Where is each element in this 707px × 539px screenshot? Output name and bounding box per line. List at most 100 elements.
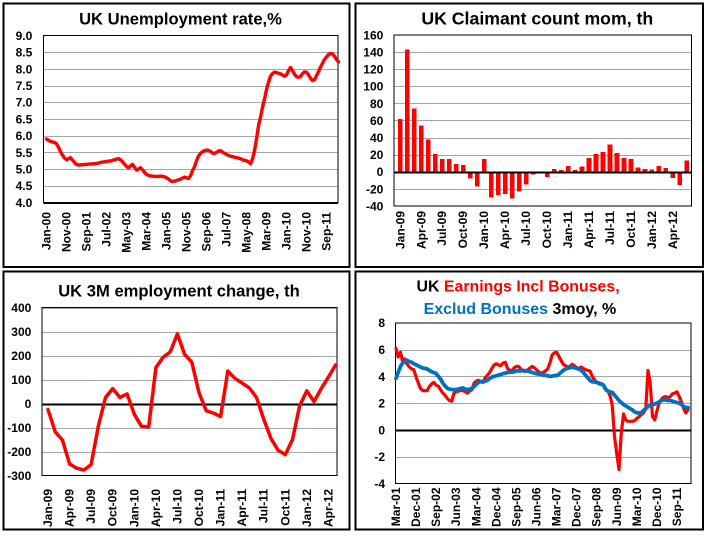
svg-text:20: 20 [370,148,384,162]
svg-text:Jul-11: Jul-11 [603,211,617,245]
svg-text:7.0: 7.0 [16,96,33,110]
svg-text:Oct-11: Oct-11 [624,211,638,248]
svg-text:Mar-04: Mar-04 [140,212,154,251]
svg-text:Oct-09: Oct-09 [106,489,120,527]
svg-text:-200: -200 [7,445,31,459]
svg-text:Nov-00: Nov-00 [60,212,74,252]
svg-text:Jul-10: Jul-10 [519,211,533,246]
svg-text:80: 80 [370,97,384,111]
svg-text:Jan-12: Jan-12 [300,489,314,527]
svg-text:120: 120 [363,63,383,77]
svg-text:UK Claimant count mom, th: UK Claimant count mom, th [421,9,653,29]
svg-text:9.0: 9.0 [16,29,33,43]
svg-text:Mar-10: Mar-10 [630,487,644,526]
svg-text:Apr-12: Apr-12 [321,489,335,527]
svg-text:Oct-10: Oct-10 [540,211,554,249]
svg-text:6.0: 6.0 [16,129,33,143]
svg-text:8.5: 8.5 [16,46,33,60]
svg-text:0: 0 [25,397,32,411]
svg-text:Oct-10: Oct-10 [192,489,206,527]
svg-text:Jul-07: Jul-07 [220,212,234,247]
svg-text:Dec-01: Dec-01 [409,487,423,527]
svg-text:Jul-09: Jul-09 [84,489,98,524]
svg-text:May-03: May-03 [120,212,134,253]
svg-text:Sep-08: Sep-08 [590,487,604,527]
svg-text:Exclud Bonuses 3moy, %: Exclud Bonuses 3moy, % [424,301,617,318]
svg-text:Jan-10: Jan-10 [477,211,491,249]
svg-text:Jun-09: Jun-09 [610,487,624,526]
svg-text:May-08: May-08 [240,212,254,253]
svg-text:Sep-11: Sep-11 [670,487,684,526]
svg-text:0: 0 [378,423,385,437]
svg-text:300: 300 [11,325,31,339]
svg-text:Apr-10: Apr-10 [149,489,163,527]
svg-text:Sep-02: Sep-02 [429,487,443,527]
svg-text:UK Earnings Incl Bonuses,: UK Earnings Incl Bonuses, [417,279,620,296]
svg-text:4: 4 [378,370,385,384]
svg-text:400: 400 [11,301,31,315]
svg-text:Jul-09: Jul-09 [435,211,449,246]
svg-text:6: 6 [378,343,385,357]
svg-text:Dec-04: Dec-04 [489,487,503,527]
svg-text:-20: -20 [366,182,384,196]
svg-text:4.5: 4.5 [16,179,33,193]
svg-text:2: 2 [378,397,385,411]
svg-text:Jan-12: Jan-12 [645,211,659,249]
svg-text:Nov-10: Nov-10 [300,212,314,252]
svg-text:5.5: 5.5 [16,146,33,160]
svg-text:Apr-11: Apr-11 [582,211,596,249]
svg-text:40: 40 [370,131,384,145]
svg-text:Jan-09: Jan-09 [41,489,55,527]
svg-text:Jun-03: Jun-03 [449,487,463,526]
svg-text:Sep-01: Sep-01 [80,212,94,252]
svg-text:Jan-11: Jan-11 [214,489,228,527]
svg-text:60: 60 [370,114,384,128]
svg-text:-100: -100 [7,421,31,435]
svg-text:Jan-09: Jan-09 [393,211,407,249]
svg-text:100: 100 [11,373,31,387]
svg-text:4.0: 4.0 [16,196,33,210]
svg-text:160: 160 [363,28,383,42]
svg-text:Sep-05: Sep-05 [509,487,523,527]
svg-text:Jun-06: Jun-06 [530,487,544,526]
svg-text:8.0: 8.0 [16,62,33,76]
svg-text:200: 200 [11,349,31,363]
svg-text:Jul-11: Jul-11 [257,489,271,523]
svg-text:-2: -2 [374,450,385,464]
svg-text:Jan-00: Jan-00 [40,212,54,250]
svg-text:Oct-09: Oct-09 [456,211,470,249]
svg-text:-4: -4 [374,477,385,491]
svg-text:Mar-07: Mar-07 [550,487,564,526]
svg-text:Nov-05: Nov-05 [180,212,194,252]
svg-text:Jan-05: Jan-05 [160,212,174,250]
svg-text:5.0: 5.0 [16,163,33,177]
svg-text:Oct-11: Oct-11 [278,489,292,526]
svg-text:-300: -300 [7,469,31,483]
svg-text:6.5: 6.5 [16,112,33,126]
svg-text:7.5: 7.5 [16,79,33,93]
svg-text:0: 0 [377,165,384,179]
svg-text:100: 100 [363,80,383,94]
svg-text:Apr-10: Apr-10 [498,211,512,249]
svg-text:Jul-02: Jul-02 [100,212,114,247]
svg-text:Dec-10: Dec-10 [650,487,664,527]
svg-text:Sep-06: Sep-06 [200,212,214,252]
svg-text:Apr-11: Apr-11 [235,489,249,527]
svg-text:Mar-04: Mar-04 [469,487,483,526]
svg-text:-40: -40 [366,199,384,213]
svg-text:Apr-09: Apr-09 [63,489,77,527]
svg-text:Sep-11: Sep-11 [320,212,334,251]
svg-text:Mar-09: Mar-09 [260,212,274,251]
svg-text:Dec-07: Dec-07 [570,487,584,527]
svg-text:Apr-09: Apr-09 [414,211,428,249]
svg-text:Apr-12: Apr-12 [666,211,680,249]
svg-text:8: 8 [378,316,385,330]
svg-text:Mar-01: Mar-01 [389,487,403,526]
svg-text:Jan-11: Jan-11 [561,211,575,249]
svg-text:UK Unemployment rate,%: UK Unemployment rate,% [79,10,282,29]
svg-text:Jan-10: Jan-10 [127,489,141,527]
svg-text:140: 140 [363,46,383,60]
svg-text:Jul-10: Jul-10 [170,489,184,524]
svg-text:UK 3M employment change, th: UK 3M employment change, th [58,282,300,301]
svg-text:Jan-10: Jan-10 [280,212,294,250]
